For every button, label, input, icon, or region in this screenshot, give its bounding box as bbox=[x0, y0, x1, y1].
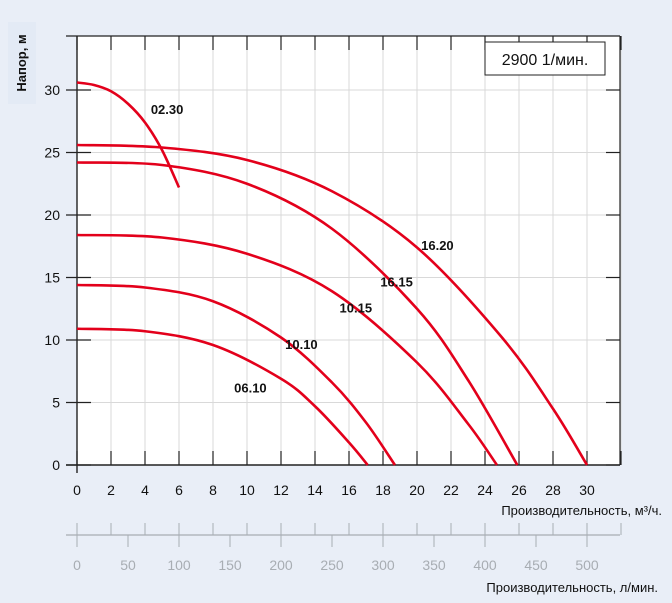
x2-tick-label: 250 bbox=[320, 557, 344, 573]
x2-axis-title: Производительность, л/мин. bbox=[486, 580, 658, 595]
curve-label: 16.20 bbox=[421, 238, 454, 253]
y-tick-label: 15 bbox=[44, 270, 60, 286]
x2-tick-label: 0 bbox=[73, 557, 81, 573]
x-tick-label: 22 bbox=[443, 482, 459, 498]
x2-tick-label: 400 bbox=[473, 557, 497, 573]
y-tick-label: 10 bbox=[44, 332, 60, 348]
curve-label: 10.10 bbox=[285, 337, 318, 352]
x-tick-label: 2 bbox=[107, 482, 115, 498]
curve-label: 16.15 bbox=[380, 274, 413, 289]
y-tick-label: 30 bbox=[44, 82, 60, 98]
x2-tick-label: 300 bbox=[371, 557, 395, 573]
x-tick-label: 12 bbox=[273, 482, 289, 498]
x-tick-label: 30 bbox=[579, 482, 595, 498]
x-tick-label: 4 bbox=[141, 482, 149, 498]
x2-tick-label: 500 bbox=[575, 557, 599, 573]
x2-tick-label: 450 bbox=[524, 557, 548, 573]
x-tick-label: 26 bbox=[511, 482, 527, 498]
curve-label: 10.15 bbox=[340, 301, 373, 316]
x-tick-label: 24 bbox=[477, 482, 493, 498]
speed-label: 2900 1/мин. bbox=[502, 52, 589, 69]
curve-label: 02.30 bbox=[151, 102, 184, 117]
x-tick-label: 0 bbox=[73, 482, 81, 498]
pump-curve-16.20 bbox=[76, 143, 589, 466]
x-tick-label: 20 bbox=[409, 482, 425, 498]
x-tick-label: 6 bbox=[175, 482, 183, 498]
x-tick-label: 10 bbox=[239, 482, 255, 498]
x2-tick-label: 50 bbox=[120, 557, 136, 573]
x-axis-title: Производительность, м³/ч. bbox=[501, 503, 662, 518]
curve-label: 06.10 bbox=[234, 381, 267, 396]
x-tick-label: 14 bbox=[307, 482, 323, 498]
y-tick-label: 5 bbox=[52, 395, 60, 411]
x-tick-label: 28 bbox=[545, 482, 561, 498]
pump-curve-02.30 bbox=[76, 81, 181, 189]
y-tick-label: 0 bbox=[52, 457, 60, 473]
pump-curve-10.10 bbox=[76, 283, 396, 466]
y-axis-label-box: Напор, м bbox=[8, 22, 36, 104]
pump-curve-06.10 bbox=[76, 327, 369, 466]
x2-tick-label: 150 bbox=[218, 557, 242, 573]
x-tick-label: 16 bbox=[341, 482, 357, 498]
x2-tick-label: 350 bbox=[422, 557, 446, 573]
x-tick-label: 8 bbox=[209, 482, 217, 498]
pump-curve-16.15 bbox=[76, 161, 519, 466]
y-tick-label: 25 bbox=[44, 145, 60, 161]
x2-tick-label: 200 bbox=[269, 557, 293, 573]
y-tick-label: 20 bbox=[44, 207, 60, 223]
pump-curve-10.15 bbox=[76, 233, 498, 466]
x2-tick-label: 100 bbox=[167, 557, 191, 573]
x-tick-label: 18 bbox=[375, 482, 391, 498]
speed-box bbox=[484, 41, 606, 76]
